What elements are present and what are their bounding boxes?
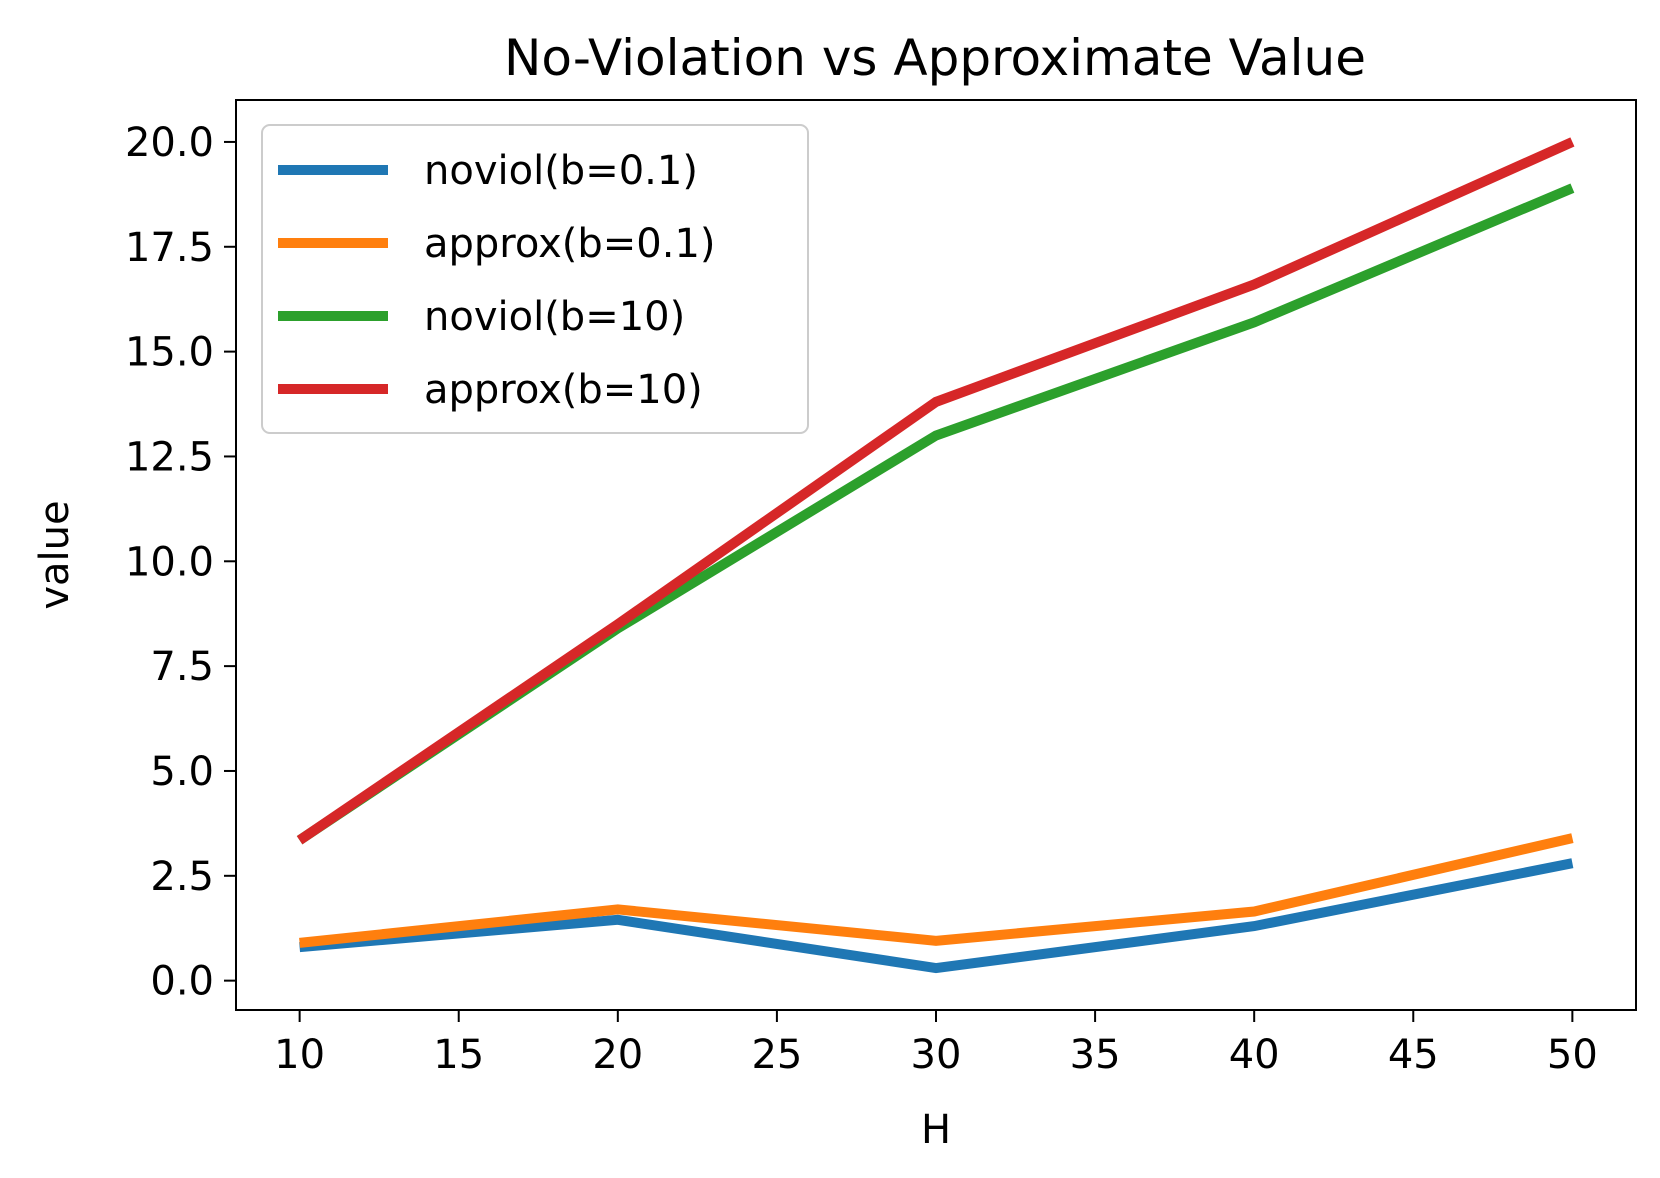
y-tick-label: 10.0: [125, 539, 214, 585]
y-tick-label: 20.0: [125, 120, 214, 166]
x-tick-label: 45: [1388, 1032, 1439, 1078]
y-axis: 0.0 2.5 5.0 7.5 10.0 12.5 15.0 17.5 20.0: [125, 120, 236, 1005]
series-line-1: [299, 833, 1574, 948]
y-tick-label: 17.5: [125, 225, 214, 271]
x-tick-label: 50: [1547, 1032, 1598, 1078]
y-tick-label: 0.0: [150, 959, 214, 1005]
x-axis: 10 15 20 25 30 35 40 45 50: [274, 1010, 1598, 1078]
series-line-0: [299, 858, 1574, 974]
legend-frame: [261, 124, 809, 434]
y-tick-label: 2.5: [150, 854, 214, 900]
series-line-3: [296, 137, 1575, 845]
legend-label: noviol(b=10): [424, 294, 685, 340]
x-tick-label: 25: [751, 1032, 802, 1078]
x-tick-label: 15: [433, 1032, 484, 1078]
x-tick-label: 20: [592, 1032, 643, 1078]
legend-label: approx(b=10): [424, 367, 703, 413]
x-tick-label: 30: [911, 1032, 962, 1078]
y-tick-label: 12.5: [125, 434, 214, 480]
chart-title: No-Violation vs Approximate Value: [504, 29, 1366, 87]
y-tick-label: 15.0: [125, 330, 214, 376]
y-tick-label: 7.5: [150, 644, 214, 690]
legend-label: noviol(b=0.1): [424, 148, 698, 194]
x-tick-label: 10: [274, 1032, 325, 1078]
x-axis-label: H: [921, 1107, 951, 1153]
y-axis-label: value: [32, 500, 78, 609]
x-tick-label: 40: [1229, 1032, 1280, 1078]
legend-label: approx(b=0.1): [424, 221, 716, 267]
series-layer: [296, 137, 1575, 974]
y-tick-label: 5.0: [150, 749, 214, 795]
legend: noviol(b=0.1) approx(b=0.1) noviol(b=10) ap…: [261, 124, 809, 434]
x-tick-label: 35: [1070, 1032, 1121, 1078]
